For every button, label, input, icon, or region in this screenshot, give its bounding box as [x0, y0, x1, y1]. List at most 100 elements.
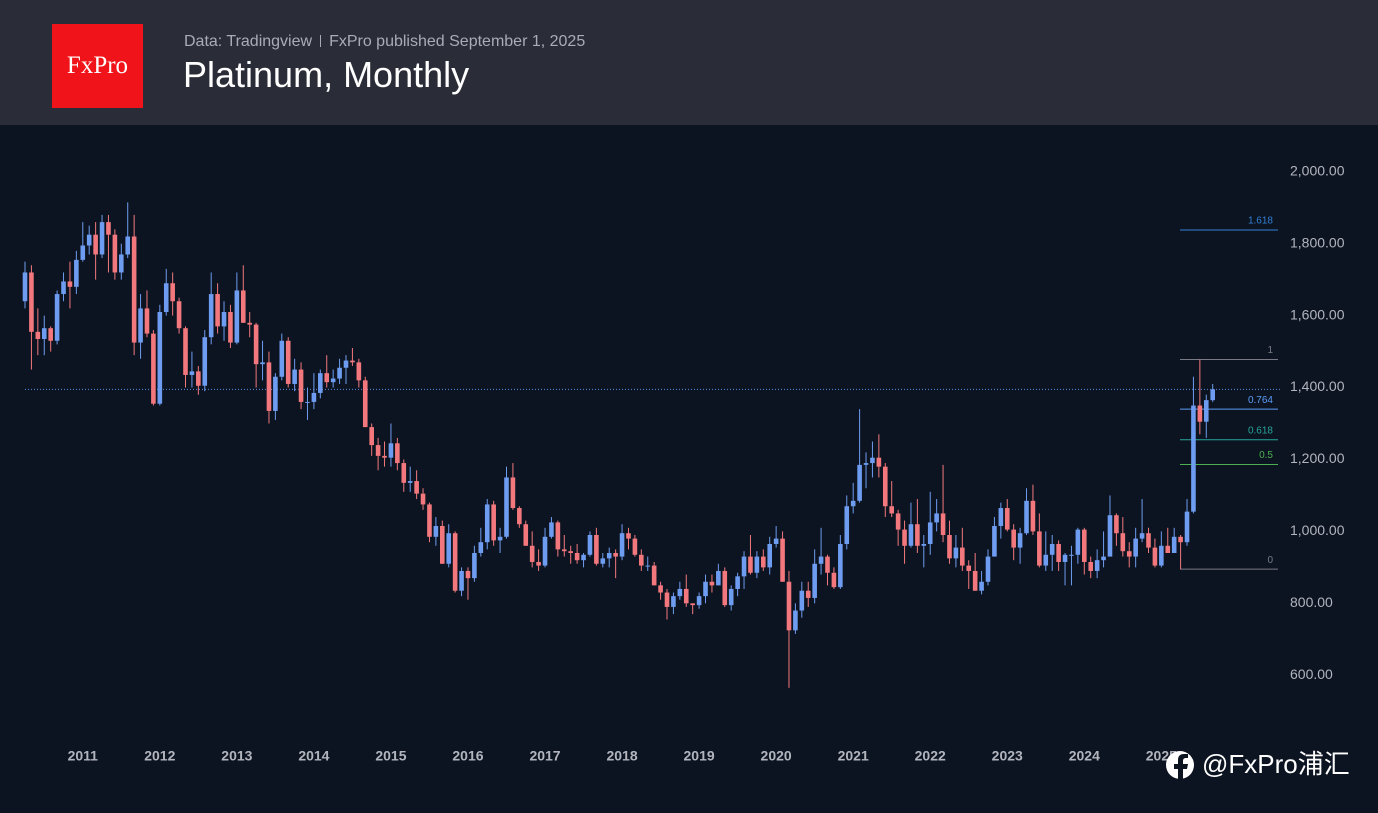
- candle-body: [414, 481, 419, 494]
- candle-body: [247, 322, 252, 325]
- candle-body: [1062, 554, 1068, 562]
- candle-body: [163, 283, 169, 313]
- candle-body: [639, 554, 644, 566]
- candle-body: [844, 506, 850, 544]
- candle-body: [581, 554, 586, 561]
- candle-body: [793, 610, 798, 631]
- candle-body: [902, 529, 907, 546]
- candle-body: [1184, 511, 1190, 543]
- candle-body: [382, 455, 387, 458]
- candle-body: [908, 524, 914, 546]
- candle-body: [1030, 500, 1036, 532]
- candle-body: [561, 549, 567, 552]
- candle-body: [504, 477, 509, 537]
- candle-body: [812, 563, 817, 598]
- candle-body: [208, 294, 214, 338]
- candle-body: [786, 581, 792, 631]
- candle-body: [510, 477, 516, 509]
- fib-label: 1: [1267, 345, 1273, 356]
- candle-body: [523, 524, 529, 546]
- candle-body: [915, 524, 920, 546]
- candle-body: [318, 373, 323, 393]
- candle-body: [889, 506, 894, 514]
- y-tick-label: 800.00: [1290, 594, 1333, 610]
- candle-body: [1120, 533, 1126, 552]
- candle-body: [1171, 536, 1177, 553]
- watermark: @FxPro浦汇: [1202, 749, 1350, 779]
- candle-body: [375, 445, 381, 456]
- candle-body: [234, 290, 240, 343]
- candle-body: [54, 294, 60, 341]
- candle-body: [266, 362, 272, 411]
- candle-body: [144, 308, 150, 334]
- candle-body: [895, 513, 901, 530]
- candle-body: [106, 222, 111, 235]
- candle-body: [1004, 508, 1010, 530]
- candle-body: [433, 526, 439, 537]
- candle-body: [170, 283, 175, 302]
- candle-body: [613, 552, 618, 557]
- candle-body: [202, 337, 208, 386]
- candle-body: [484, 504, 490, 543]
- candle-body: [574, 552, 580, 561]
- candle-body: [690, 603, 695, 606]
- fib-label: 1.618: [1248, 216, 1273, 227]
- candle-body: [279, 340, 285, 377]
- candle-body: [838, 543, 843, 588]
- candle-body: [273, 376, 278, 411]
- candle-body: [748, 556, 753, 573]
- candle-body: [22, 272, 28, 302]
- candle-body: [67, 281, 73, 287]
- candle-body: [401, 463, 407, 483]
- logo: FxPro: [52, 24, 143, 108]
- fib-label: 0.5: [1259, 450, 1273, 461]
- candle-body: [369, 427, 374, 446]
- candle-body: [93, 234, 98, 255]
- candle-body: [138, 308, 143, 343]
- candle-body: [677, 588, 683, 597]
- candle-body: [440, 526, 445, 564]
- published: FxPro published September 1, 2025: [329, 33, 586, 50]
- candle-body: [979, 581, 984, 591]
- candle-body: [1152, 547, 1158, 566]
- candle-body: [870, 457, 875, 464]
- candle-body: [761, 556, 766, 568]
- candle-body: [119, 254, 124, 273]
- candle-body: [536, 561, 541, 566]
- x-tick-label: 2014: [298, 748, 329, 764]
- candle-body: [517, 508, 522, 525]
- candle-body: [125, 236, 131, 255]
- header: FxPro Data: Tradingview FxPro published S…: [0, 0, 1378, 125]
- candle-body: [446, 533, 452, 564]
- candle-body: [831, 572, 837, 588]
- candle-body: [491, 504, 496, 541]
- candle-body: [658, 585, 663, 593]
- candle-body: [337, 367, 342, 379]
- candle-body: [459, 570, 464, 591]
- candle-body: [292, 369, 297, 384]
- candle-body: [285, 340, 291, 384]
- candle-body: [619, 533, 625, 557]
- candle-body: [1101, 556, 1106, 561]
- candle-body: [260, 362, 265, 365]
- candle-body: [1082, 529, 1087, 562]
- candle-body: [395, 443, 400, 464]
- x-tick-label: 2022: [915, 748, 946, 764]
- candle-body: [240, 290, 246, 323]
- candle-body: [863, 463, 869, 465]
- candle-body: [324, 373, 330, 383]
- x-tick-label: 2023: [992, 748, 1023, 764]
- candle-body: [1049, 543, 1055, 555]
- candle-body: [985, 556, 991, 582]
- candle-body: [735, 576, 740, 589]
- candle-body: [921, 543, 927, 546]
- candle-body: [542, 536, 548, 566]
- candle-body: [947, 535, 952, 559]
- candle-body: [773, 538, 779, 544]
- x-tick-label: 2016: [452, 748, 483, 764]
- candle-body: [549, 522, 554, 537]
- candle-body: [1159, 545, 1164, 566]
- candle-body: [35, 331, 41, 339]
- candle-body: [825, 556, 830, 573]
- candle-body: [29, 272, 34, 332]
